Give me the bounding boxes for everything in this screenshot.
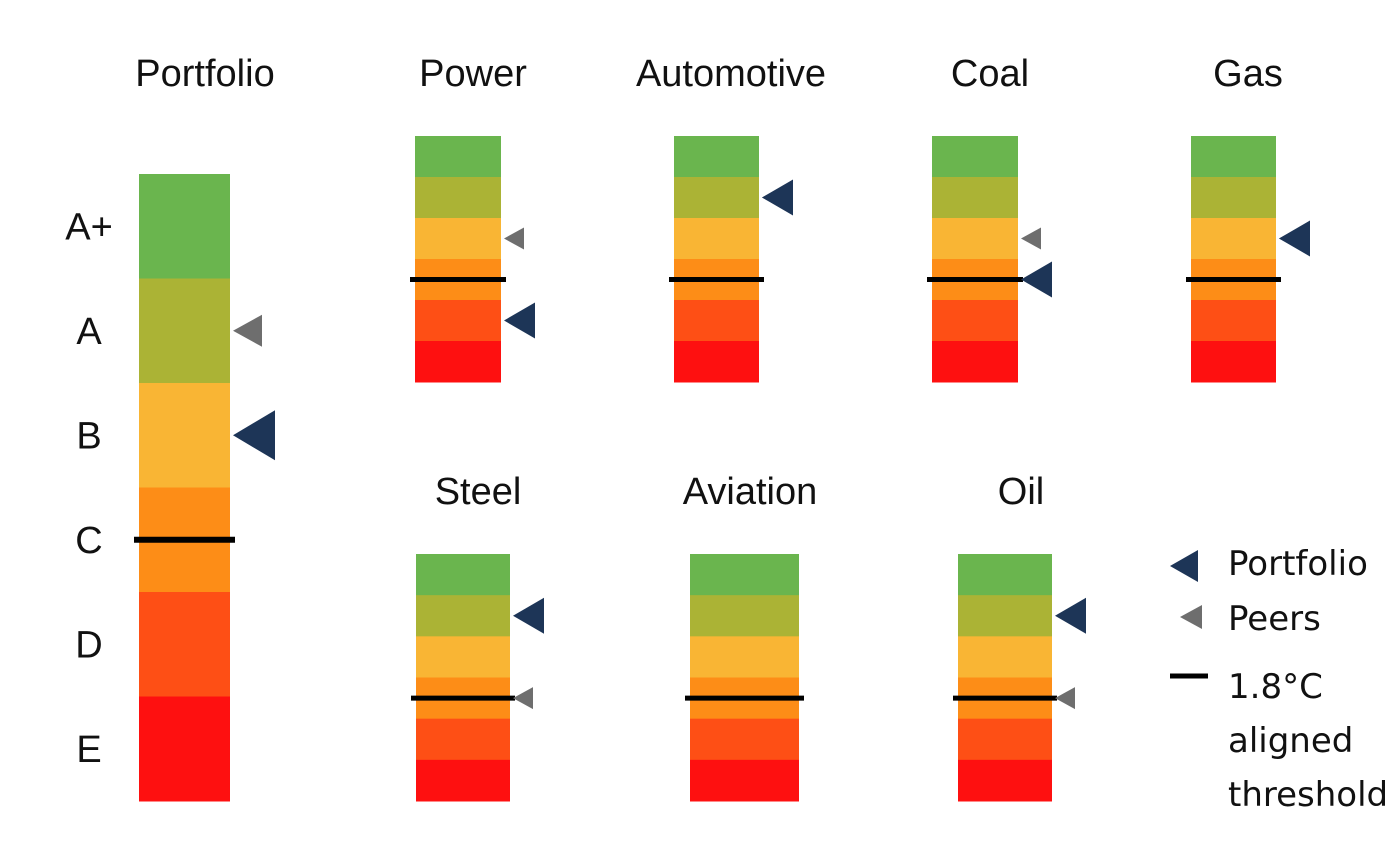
- grade-label: C: [75, 520, 102, 562]
- grade-band-a: [139, 278, 230, 384]
- grade-label: D: [75, 624, 102, 666]
- grade-band-a-plus: [674, 136, 759, 178]
- grade-band-e: [674, 341, 759, 383]
- panel-title: Oil: [998, 471, 1044, 513]
- grade-band-b: [958, 636, 1052, 678]
- grade-band-d: [415, 300, 501, 342]
- peers-marker: [1055, 687, 1075, 710]
- grade-band-a-plus: [958, 554, 1052, 596]
- grade-band-d: [958, 718, 1052, 761]
- grade-band-a-plus: [690, 554, 799, 596]
- grade-band-b: [932, 218, 1018, 260]
- panel-aviation: Aviation: [683, 471, 818, 802]
- panel-portfolio: Portfolio A+ A B C D E: [65, 53, 275, 802]
- grade-band-a: [416, 595, 510, 637]
- grade-band-a: [690, 595, 799, 637]
- panel-steel: Steel: [411, 471, 544, 802]
- grade-band-a-plus: [415, 136, 501, 178]
- panel-title: Aviation: [683, 471, 818, 513]
- panel-title: Coal: [951, 53, 1029, 95]
- legend: Portfolio Peers 1.8°C aligned threshold: [1170, 544, 1388, 815]
- peers-marker: [1021, 227, 1041, 250]
- panels: Portfolio A+ A B C D E Power Automotive Coal Gas St…: [65, 53, 1310, 802]
- grade-band-e: [1191, 341, 1276, 383]
- portfolio-marker: [1055, 597, 1086, 634]
- grade-band-e: [690, 759, 799, 802]
- portfolio-marker: [233, 410, 275, 461]
- grade-band-a-plus: [416, 554, 510, 596]
- grade-band-b: [415, 218, 501, 260]
- grade-label: B: [76, 415, 101, 457]
- panel-title: Power: [419, 53, 527, 95]
- grade-band-d: [674, 300, 759, 342]
- portfolio-marker: [762, 179, 793, 216]
- grade-band-d: [1191, 300, 1276, 342]
- panel-gas: Gas: [1186, 53, 1310, 383]
- grade-band-d: [690, 718, 799, 761]
- portfolio-marker: [1021, 261, 1052, 298]
- peers-marker: [233, 314, 262, 347]
- grade-band-a: [932, 177, 1018, 219]
- legend-threshold-label-line-3: threshold: [1228, 775, 1388, 815]
- grade-band-b: [674, 218, 759, 260]
- legend-peers-marker: [1180, 605, 1202, 629]
- panel-power: Power: [410, 53, 535, 383]
- grade-label: A+: [65, 206, 113, 248]
- panel-title: Gas: [1213, 53, 1283, 95]
- peers-marker: [513, 687, 533, 710]
- portfolio-marker: [504, 302, 535, 339]
- panel-title: Steel: [435, 471, 522, 513]
- panel-title: Automotive: [636, 53, 826, 95]
- grade-band-e: [415, 341, 501, 383]
- grade-band-e: [416, 759, 510, 802]
- portfolio-marker: [513, 597, 544, 634]
- grade-band-e: [958, 759, 1052, 802]
- grade-band-b: [139, 383, 230, 488]
- portfolio-marker: [1279, 220, 1310, 257]
- legend-peers-label: Peers: [1228, 599, 1321, 639]
- grade-band-a-plus: [139, 174, 230, 279]
- grade-band-b: [690, 636, 799, 678]
- legend-portfolio-marker: [1170, 550, 1198, 582]
- peers-marker: [504, 227, 524, 250]
- grade-band-e: [932, 341, 1018, 383]
- grade-band-a-plus: [1191, 136, 1276, 178]
- grade-band-d: [932, 300, 1018, 342]
- grade-band-a: [1191, 177, 1276, 219]
- legend-portfolio-label: Portfolio: [1228, 544, 1368, 584]
- panel-oil: Oil: [953, 471, 1086, 802]
- panel-automotive: Automotive: [636, 53, 826, 383]
- legend-threshold-label-line-2: aligned: [1228, 721, 1353, 761]
- grade-band-d: [139, 592, 230, 697]
- panel-coal: Coal: [927, 53, 1052, 383]
- grade-band-a: [674, 177, 759, 219]
- grade-band-b: [1191, 218, 1276, 260]
- grade-label: A: [76, 311, 102, 353]
- grade-band-a: [958, 595, 1052, 637]
- panel-title: Portfolio: [135, 53, 274, 95]
- grade-band-d: [416, 718, 510, 761]
- grade-band-b: [416, 636, 510, 678]
- grade-band-a: [415, 177, 501, 219]
- grade-band-a-plus: [932, 136, 1018, 178]
- legend-threshold-label-line-1: 1.8°C: [1228, 667, 1323, 707]
- grade-label: E: [76, 729, 101, 771]
- grade-band-e: [139, 696, 230, 802]
